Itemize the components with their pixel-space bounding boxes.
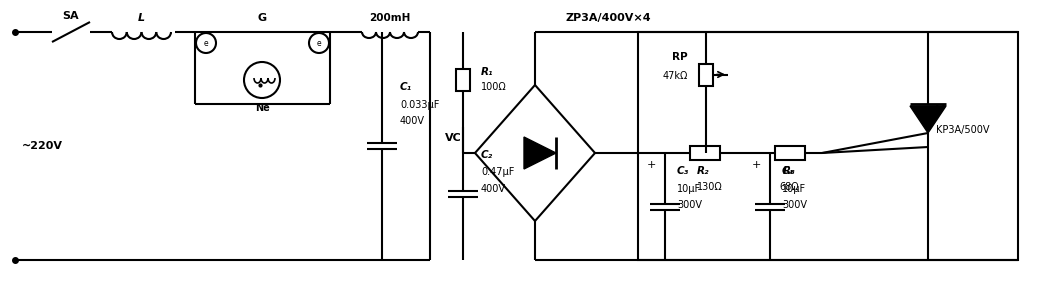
Text: 10μF: 10μF xyxy=(677,184,702,194)
Text: C₄: C₄ xyxy=(782,166,794,176)
Text: 0.033μF: 0.033μF xyxy=(400,100,439,110)
Text: +: + xyxy=(752,160,761,170)
Text: 100Ω: 100Ω xyxy=(481,82,507,92)
Text: 10μF: 10μF xyxy=(782,184,806,194)
Bar xyxy=(456,68,469,91)
Text: R₁: R₁ xyxy=(481,67,493,77)
Text: RP: RP xyxy=(672,52,688,62)
Text: V: V xyxy=(936,105,944,115)
Bar xyxy=(638,32,1018,260)
Text: C₂: C₂ xyxy=(481,150,493,160)
Text: 47kΩ: 47kΩ xyxy=(663,71,688,81)
Text: e: e xyxy=(204,38,208,48)
Polygon shape xyxy=(524,137,556,169)
Text: 300V: 300V xyxy=(677,200,702,210)
Text: 130Ω: 130Ω xyxy=(697,182,722,192)
Bar xyxy=(775,146,805,160)
Text: +: + xyxy=(646,160,656,170)
Text: L: L xyxy=(138,13,145,23)
Text: e: e xyxy=(316,38,322,48)
Text: 400V: 400V xyxy=(400,116,425,126)
Text: Ne: Ne xyxy=(255,103,270,113)
Text: C₁: C₁ xyxy=(400,82,412,92)
Bar xyxy=(699,64,713,86)
Text: 0.47μF: 0.47μF xyxy=(481,167,514,177)
Bar xyxy=(690,146,720,160)
Text: 200mH: 200mH xyxy=(370,13,411,23)
Text: KP3A/500V: KP3A/500V xyxy=(936,125,990,135)
Text: R₃: R₃ xyxy=(783,166,795,176)
Text: SA: SA xyxy=(62,11,79,21)
Polygon shape xyxy=(910,106,946,133)
Text: 68Ω: 68Ω xyxy=(780,182,799,192)
Text: VC: VC xyxy=(445,133,461,143)
Text: ZP3A/400V×4: ZP3A/400V×4 xyxy=(565,13,651,23)
Text: 400V: 400V xyxy=(481,184,506,194)
Text: C₃: C₃ xyxy=(677,166,689,176)
Text: 300V: 300V xyxy=(782,200,807,210)
Text: ~220V: ~220V xyxy=(22,141,64,151)
Text: R₂: R₂ xyxy=(697,166,710,176)
Text: G: G xyxy=(258,13,268,23)
